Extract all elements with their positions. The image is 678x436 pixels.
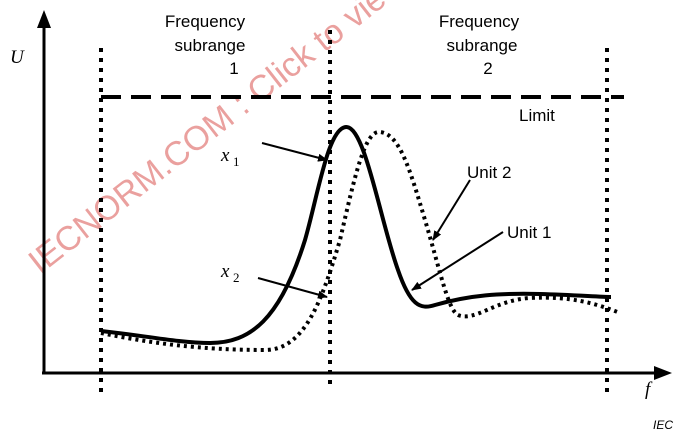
unit-1-curve xyxy=(100,124,612,346)
x-axis-arrow xyxy=(654,366,672,380)
svg-text:Frequency: Frequency xyxy=(439,12,520,31)
iec-credit: IEC xyxy=(653,418,673,432)
subrange-2-label: Frequency subrange 2 xyxy=(439,12,520,78)
svg-text:1: 1 xyxy=(229,59,238,78)
svg-text:x: x xyxy=(220,145,230,166)
x-axis-label: f xyxy=(645,379,653,400)
point-label-x2: x 2 xyxy=(220,261,240,285)
svg-text:2: 2 xyxy=(233,270,240,285)
unit-1-pointer-arrow xyxy=(411,231,504,291)
y-axis-label: U xyxy=(10,47,25,68)
x1-pointer-arrow xyxy=(261,142,328,162)
limit-label: Limit xyxy=(519,106,555,125)
unit-2-label: Unit 2 xyxy=(467,163,511,182)
svg-text:2: 2 xyxy=(483,59,492,78)
svg-text:subrange: subrange xyxy=(175,36,246,55)
svg-text:subrange: subrange xyxy=(447,36,518,55)
subrange-1-label: Frequency subrange 1 xyxy=(165,12,246,78)
svg-text:Frequency: Frequency xyxy=(165,12,246,31)
unit-2-curve xyxy=(100,130,621,353)
x2-pointer-arrow xyxy=(257,277,328,299)
unit-1-label: Unit 1 xyxy=(507,223,551,242)
svg-text:1: 1 xyxy=(233,154,240,169)
point-label-x1: x 1 xyxy=(220,145,240,169)
svg-text:x: x xyxy=(220,261,230,282)
unit-2-pointer-arrow xyxy=(432,179,471,241)
y-axis-arrow xyxy=(37,10,51,28)
